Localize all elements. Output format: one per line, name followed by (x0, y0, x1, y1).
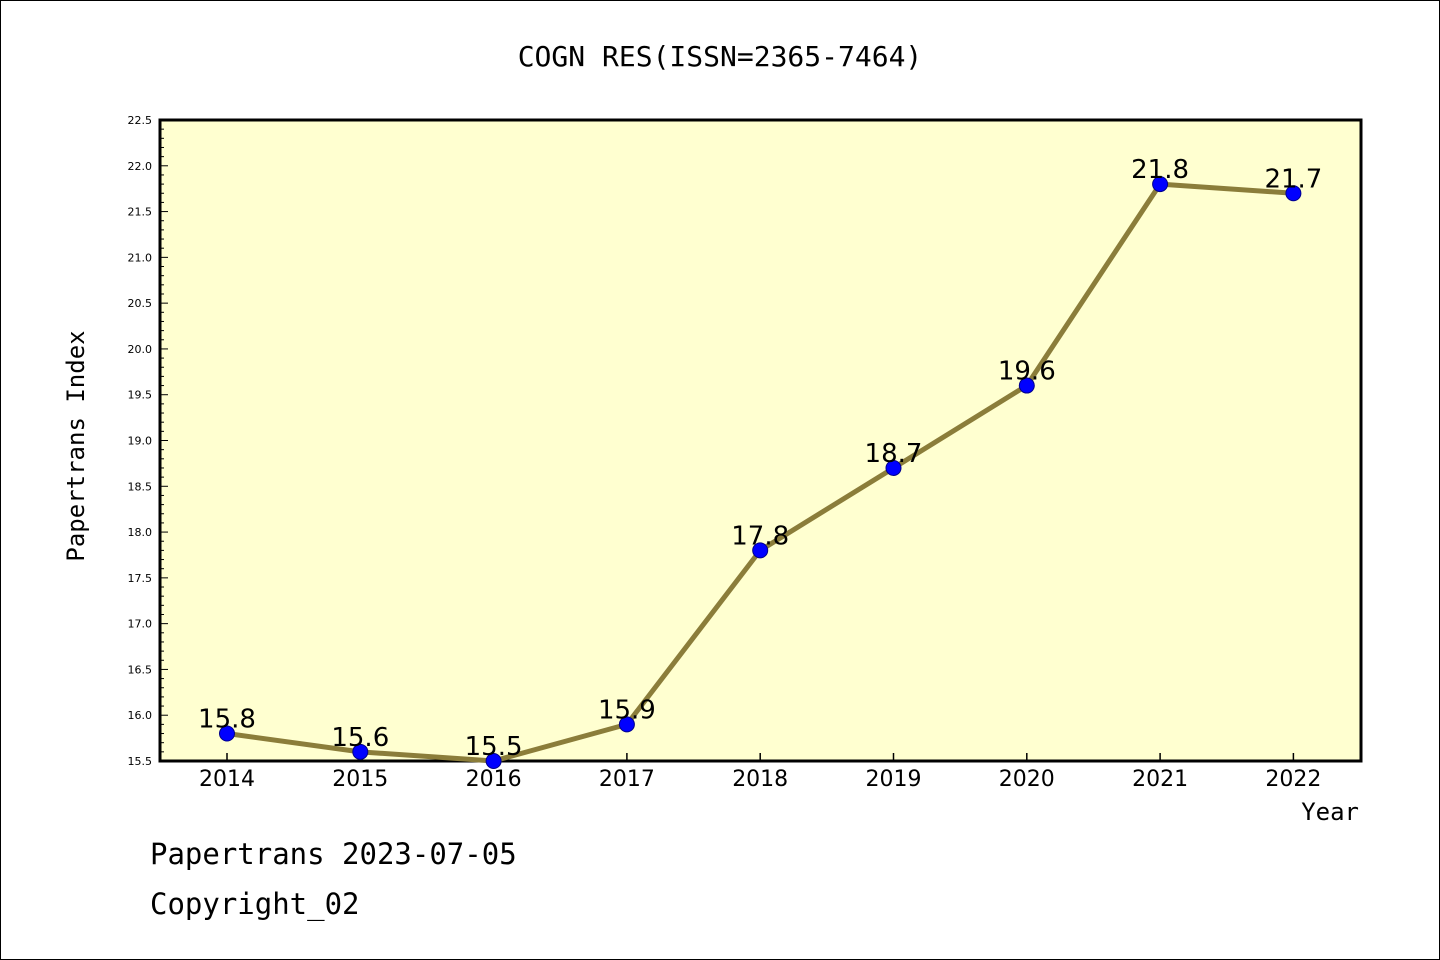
y-tick-label: 19.5 (128, 389, 153, 402)
y-tick-label: 21.0 (128, 251, 153, 264)
y-tick-label: 19.0 (128, 435, 153, 448)
data-label: 21.8 (1131, 155, 1189, 185)
y-axis-label: Papertrans Index (62, 330, 90, 561)
data-point (1152, 176, 1169, 193)
y-tick-label: 18.0 (128, 526, 153, 539)
y-tick-label: 21.5 (128, 206, 153, 219)
y-tick-label: 16.5 (128, 663, 153, 676)
x-tick-label: 2022 (1265, 767, 1321, 792)
data-labels: 15.8 15.6 15.5 15.9 17.8 18.7 19.6 21.8 21.7 (198, 155, 1322, 762)
data-label: 15.6 (331, 723, 389, 753)
x-axis-label: Year (1301, 798, 1359, 826)
y-axis-ticks: 15.5 16.0 16.5 17.0 17.5 18.0 18.5 19.0 19.5 20.0… (128, 114, 168, 768)
data-point (485, 753, 502, 769)
data-label: 19.6 (998, 357, 1056, 387)
data-label: 18.7 (865, 439, 923, 469)
data-label: 21.7 (1264, 164, 1322, 194)
x-tick-label: 2017 (599, 767, 655, 792)
chart-title: COGN RES(ISSN=2365-7464) (518, 40, 923, 73)
x-tick-label: 2016 (466, 767, 522, 792)
plot-area (158, 118, 1363, 763)
footer-date: Papertrans 2023-07-05 (150, 837, 517, 871)
x-tick-label: 2018 (732, 767, 788, 792)
data-point (885, 459, 902, 476)
data-label: 15.8 (198, 705, 256, 735)
data-markers (219, 176, 1302, 769)
footer-copyright: Copyright_02 (150, 887, 360, 922)
data-point (219, 725, 235, 742)
y-tick-label: 20.5 (128, 297, 153, 310)
x-tick-label: 2014 (199, 767, 255, 792)
x-tick-label: 2015 (332, 767, 388, 792)
y-tick-label: 17.5 (128, 572, 153, 585)
y-tick-label: 22.5 (128, 114, 153, 127)
data-point (1018, 377, 1035, 394)
y-tick-label: 18.5 (128, 480, 153, 493)
data-label: 15.5 (465, 732, 523, 762)
data-point (1285, 185, 1302, 202)
y-tick-label: 16.0 (128, 709, 153, 722)
y-tick-label: 17.0 (128, 618, 153, 631)
x-axis-ticks: 2014 2015 2016 2017 2018 2019 2020 2021 2022 (199, 753, 1321, 792)
data-point (352, 743, 369, 760)
data-point (618, 716, 635, 733)
x-tick-label: 2020 (999, 767, 1055, 792)
x-tick-label: 2019 (866, 767, 922, 792)
x-tick-label: 2021 (1132, 767, 1188, 792)
y-tick-label: 22.0 (128, 160, 153, 173)
data-label: 17.8 (731, 521, 789, 551)
y-tick-label: 20.0 (128, 343, 153, 356)
data-label: 15.9 (598, 695, 656, 725)
y-tick-label: 15.5 (128, 755, 153, 768)
data-point (752, 542, 769, 559)
